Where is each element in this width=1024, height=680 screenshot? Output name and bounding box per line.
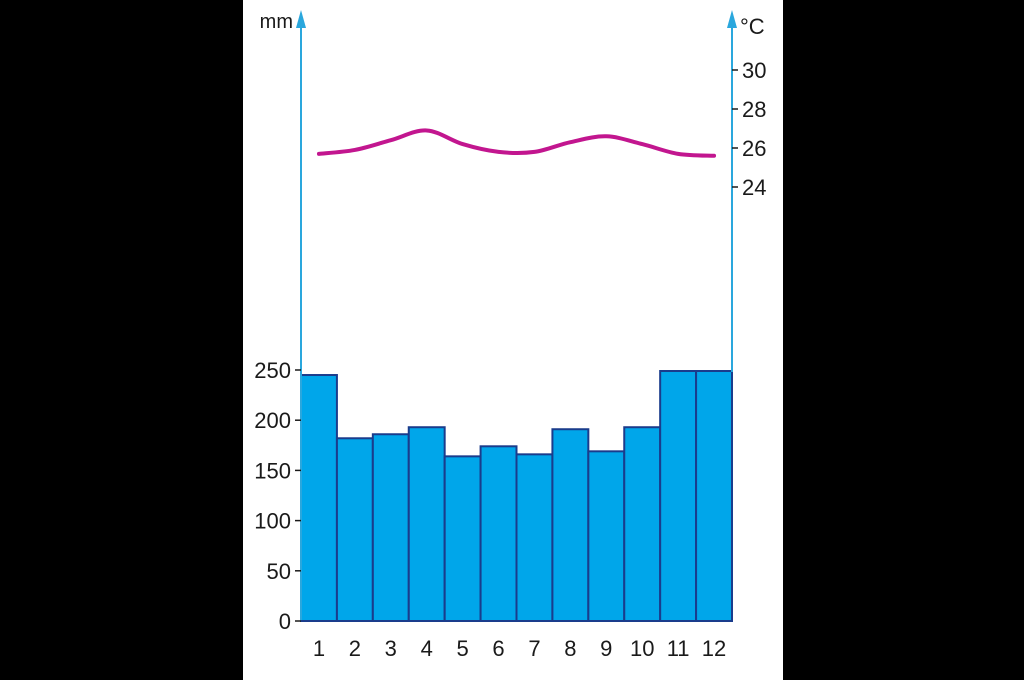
precip-bar-4	[407, 426, 446, 622]
right-tick-label-30: 30	[742, 58, 766, 83]
x-tick-label-2: 2	[349, 636, 361, 661]
precipitation-bars	[300, 370, 734, 623]
right-axis-unit: °C	[740, 14, 765, 39]
x-tick-label-7: 7	[528, 636, 540, 661]
precip-bar-5	[443, 455, 482, 622]
x-tick-label-11: 11	[667, 636, 690, 661]
precip-bar-10	[623, 426, 662, 622]
x-tick-label-9: 9	[600, 636, 612, 661]
precip-bar-3	[371, 433, 410, 623]
left-tick-label-50: 50	[267, 559, 291, 584]
precip-bar-7	[515, 453, 554, 622]
temperature-line	[316, 128, 717, 158]
precip-bar-1	[300, 374, 338, 622]
x-tick-label-4: 4	[421, 636, 433, 661]
left-axis-unit: mm	[260, 11, 293, 33]
left-tick-label-250: 250	[254, 358, 291, 383]
right-tick-label-28: 28	[742, 97, 766, 122]
right-tick-label-24: 24	[742, 175, 766, 200]
precip-bar-11	[659, 370, 698, 622]
chart-panel: 0 50 100 150 200 250 24 26 28 30 mm °C 1 2 3 4 5 6 7 8 9 10 11…	[243, 0, 783, 680]
right-tick-label-26: 26	[742, 136, 766, 161]
left-axis-arrow-icon	[296, 10, 306, 28]
x-tick-label-5: 5	[457, 636, 469, 661]
x-tick-label-8: 8	[564, 636, 576, 661]
x-tick-label-10: 10	[630, 636, 654, 661]
temperature-line-layer	[316, 128, 717, 158]
precip-bar-2	[335, 437, 374, 622]
left-tick-label-0: 0	[279, 609, 291, 634]
precip-bar-6	[479, 445, 518, 622]
precip-bar-12	[695, 370, 734, 622]
left-tick-label-150: 150	[254, 458, 291, 483]
left-tick-label-200: 200	[254, 408, 291, 433]
right-axis-arrow-icon	[727, 10, 737, 28]
x-tick-label-12: 12	[702, 636, 726, 661]
x-tick-label-1: 1	[313, 636, 325, 661]
x-tick-label-3: 3	[385, 636, 397, 661]
x-tick-label-6: 6	[492, 636, 504, 661]
precip-bar-9	[587, 450, 626, 622]
left-tick-label-100: 100	[254, 509, 291, 534]
axes	[295, 10, 738, 622]
precip-bar-8	[551, 428, 590, 622]
